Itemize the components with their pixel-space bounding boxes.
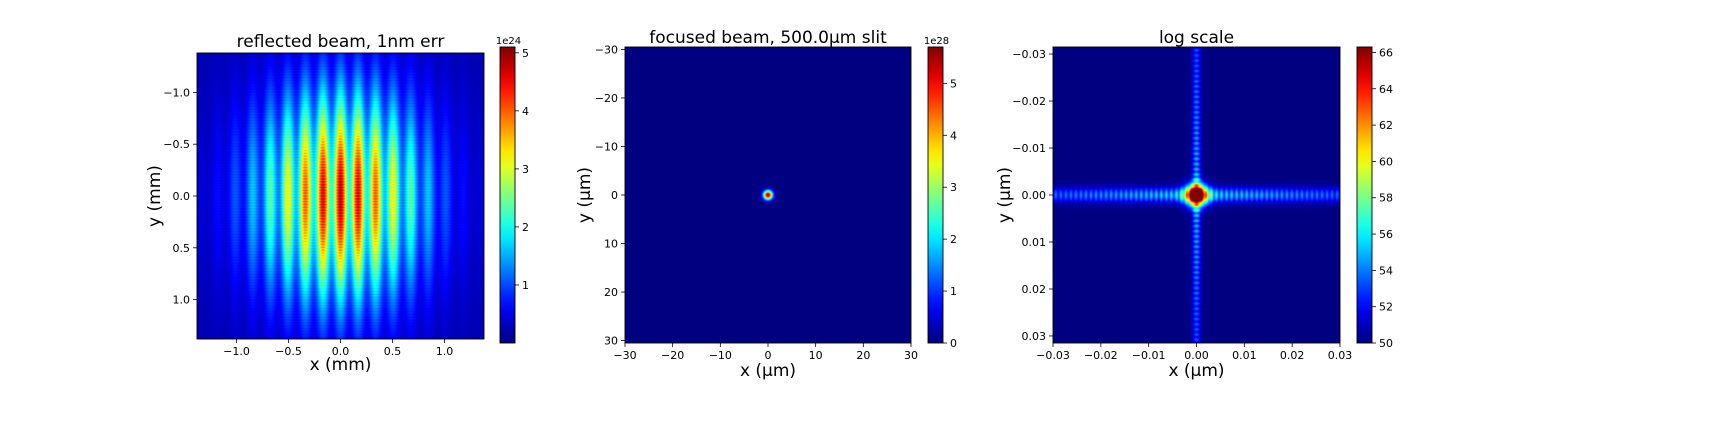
colorbar-tick-label: 5 (522, 47, 529, 60)
chart-panel-2: focused beam, 500.0μm slit−30 −20 −10 0 10 20… (575, 28, 957, 381)
y-tick-label: 0.02 (1022, 283, 1047, 296)
y-tick-label: 0 (611, 189, 618, 202)
heatmap-image (625, 47, 911, 343)
colorbar-tick-label: 58 (1379, 192, 1393, 205)
y-tick-label: −30 (595, 43, 618, 56)
y-tick-label: 30 (604, 335, 618, 348)
colorbar-frame (499, 46, 516, 344)
colorbar-tick-label: 3 (522, 163, 529, 176)
x-tick-label: −0.02 (1084, 349, 1118, 362)
x-tick-label: 0.01 (1232, 349, 1257, 362)
colorbar-tick-label: 60 (1379, 155, 1393, 168)
colorbar-tick-label: 5 (950, 77, 957, 90)
y-tick-label: 20 (604, 286, 618, 299)
colorbar-tick-label: 0 (950, 337, 957, 350)
y-tick-label: −0.5 (163, 138, 190, 151)
colorbar-frame (927, 46, 944, 344)
colorbar-tick-label: 56 (1379, 228, 1393, 241)
x-tick-label: 10 (809, 349, 823, 362)
chart-panel-3: log scale −0.03 −0.02 −0.01 0.00 0.01 0.02 0.03… (995, 28, 1393, 381)
x-tick-label: −10 (709, 349, 732, 362)
x-tick-label: −0.03 (1036, 349, 1070, 362)
chart-title: reflected beam, 1nm err (237, 32, 445, 52)
y-tick-label: 1.0 (173, 294, 191, 307)
x-axis-label: x (μm) (1168, 361, 1224, 381)
colorbar-tick-label: 54 (1379, 264, 1393, 277)
colorbar (1357, 47, 1372, 343)
x-tick-label: 0 (765, 349, 772, 362)
y-tick-label: 0.00 (1022, 189, 1047, 202)
y-tick-label: −1.0 (163, 86, 190, 99)
colorbar-tick-label: 50 (1379, 337, 1393, 350)
colorbar-tick-label: 4 (522, 105, 529, 118)
x-tick-label: 0.02 (1280, 349, 1305, 362)
x-tick-label: 0.5 (384, 345, 402, 358)
heatmap-image (197, 53, 484, 339)
x-tick-label: 20 (856, 349, 870, 362)
colorbar-tick-label: 1 (950, 285, 957, 298)
y-tick-label: −20 (595, 92, 618, 105)
y-tick-label: 0.5 (173, 242, 191, 255)
colorbar-frame (1356, 46, 1373, 344)
colorbar-tick-label: 1 (522, 279, 529, 292)
x-tick-label: −30 (613, 349, 636, 362)
x-tick-label: −20 (661, 349, 684, 362)
colorbar-exponent: 1e28 (924, 36, 949, 47)
heatmap-image (1053, 47, 1340, 343)
y-axis-label: y (μm) (575, 167, 595, 223)
y-tick-label: −0.02 (1012, 95, 1046, 108)
colorbar-tick-label: 62 (1379, 119, 1393, 132)
colorbar-tick-label: 2 (522, 221, 529, 234)
colorbar-tick-label: 64 (1379, 83, 1393, 96)
x-tick-label: 1.0 (436, 345, 454, 358)
colorbar-tick-label: 2 (950, 233, 957, 246)
colorbar (928, 47, 943, 343)
colorbar-tick-label: 4 (950, 129, 957, 142)
y-tick-label: 0.01 (1022, 236, 1047, 249)
x-tick-label: 30 (904, 349, 918, 362)
x-tick-label: −1.0 (223, 345, 250, 358)
colorbar-exponent: 1e24 (496, 36, 521, 47)
chart-title: focused beam, 500.0μm slit (649, 28, 887, 48)
colorbar-tick-label: 66 (1379, 46, 1393, 59)
x-axis-label: x (mm) (310, 355, 372, 375)
x-tick-label: −0.5 (275, 345, 302, 358)
x-tick-label: 0.00 (1184, 349, 1209, 362)
chart-title: log scale (1159, 28, 1234, 48)
y-axis-label: y (μm) (995, 167, 1015, 223)
colorbar-tick-label: 3 (950, 181, 957, 194)
y-axis-label: y (mm) (145, 165, 165, 227)
x-tick-label: 0.03 (1328, 349, 1353, 362)
y-tick-label: 0.0 (173, 190, 191, 203)
colorbar-tick-label: 52 (1379, 301, 1393, 314)
y-tick-label: −0.03 (1012, 48, 1046, 61)
chart-panel-1: reflected beam, 1nm err −1.0 −0.5 0.0 0.5 1.0… (145, 32, 529, 375)
y-tick-label: 10 (604, 238, 618, 251)
y-tick-label: 0.03 (1022, 330, 1047, 343)
x-axis-label: x (μm) (740, 361, 796, 381)
x-tick-label: −0.01 (1132, 349, 1166, 362)
colorbar (500, 47, 515, 343)
y-tick-label: −0.01 (1012, 142, 1046, 155)
x-tick-label: 0.0 (332, 345, 350, 358)
y-tick-label: −10 (595, 140, 618, 153)
